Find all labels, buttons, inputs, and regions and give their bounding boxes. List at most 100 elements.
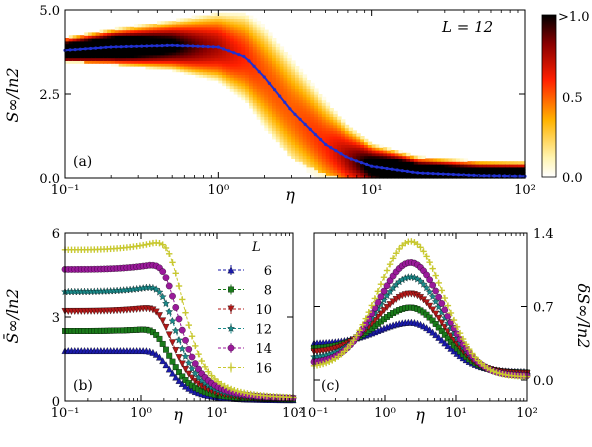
heatmap-cell — [306, 144, 311, 148]
mean-curve-point — [446, 172, 450, 176]
heatmap-cell — [249, 26, 254, 31]
heatmap-cell — [84, 52, 89, 56]
heatmap-cell — [352, 133, 357, 137]
heatmap-cell — [421, 169, 426, 173]
heatmap-cell — [360, 144, 365, 148]
heatmap-cell — [291, 152, 296, 157]
heatmap-cell — [214, 12, 219, 17]
heatmap-cell — [91, 38, 97, 42]
heatmap-cell — [180, 66, 185, 70]
data-point-marker — [198, 357, 205, 365]
heatmap-cell — [218, 49, 223, 53]
heatmap-cell — [318, 150, 323, 154]
heatmap-cell — [295, 91, 300, 95]
heatmap-cell — [249, 38, 254, 42]
data-point-marker — [374, 298, 382, 306]
heatmap-cell — [394, 152, 400, 157]
heatmap-cell — [95, 57, 101, 61]
heatmap-cell — [291, 130, 296, 134]
heatmap-cell — [283, 96, 288, 101]
heatmap-cell — [287, 96, 292, 101]
heatmap-cell — [241, 26, 246, 31]
heatmap-cell — [191, 32, 196, 36]
heatmap-cell — [214, 26, 219, 31]
heatmap-cell — [364, 152, 369, 157]
data-point-marker — [426, 302, 434, 310]
heatmap-cell — [318, 102, 323, 106]
heatmap-cell — [153, 46, 158, 50]
heatmap-cell — [218, 71, 223, 75]
heatmap-cell — [268, 74, 273, 78]
heatmap-cell — [249, 77, 254, 81]
heatmap-cell — [302, 105, 308, 109]
heatmap-cell — [283, 82, 288, 87]
heatmap-cell — [314, 119, 319, 123]
heatmap-cell — [180, 21, 185, 25]
mean-curve-point — [472, 173, 476, 177]
heatmap-cell — [214, 68, 219, 73]
heatmap-cell — [417, 161, 423, 165]
data-point-marker — [408, 238, 415, 245]
heatmap-cell — [264, 68, 269, 73]
heatmap-cell — [180, 40, 185, 45]
heatmap-cell — [141, 26, 147, 31]
heatmap-cell — [482, 169, 488, 173]
data-point-marker — [178, 326, 186, 334]
heatmap-cell — [505, 164, 511, 168]
heatmap-cell — [157, 57, 162, 61]
heatmap-cell — [344, 124, 350, 129]
heatmap-cell — [91, 40, 97, 45]
heatmap-cell — [440, 161, 446, 165]
heatmap-cell — [99, 52, 104, 56]
heatmap-cell — [306, 136, 311, 140]
heatmap-cell — [287, 66, 292, 70]
heatmap-cell — [371, 147, 377, 151]
heatmap-cell — [333, 130, 338, 134]
heatmap-cell — [302, 138, 308, 143]
heatmap-cell — [176, 21, 181, 25]
heatmap-cell — [199, 66, 204, 70]
heatmap-cell — [268, 102, 273, 106]
heatmap-cell — [68, 38, 74, 42]
heatmap-cell — [199, 49, 204, 53]
data-point-marker — [444, 302, 452, 309]
heatmap-cell — [310, 152, 315, 157]
heatmap-cell — [264, 71, 269, 75]
heatmap-cell — [172, 26, 177, 31]
heatmap-cell — [195, 60, 200, 64]
heatmap-cell — [272, 46, 277, 50]
heatmap-cell — [456, 175, 461, 179]
heatmap-cell — [260, 29, 265, 33]
heatmap-cell — [475, 175, 480, 179]
heatmap-cell — [371, 155, 377, 159]
heatmap-cell — [229, 57, 235, 61]
heatmap-cell — [329, 158, 334, 162]
heatmap-cell — [356, 164, 361, 168]
heatmap-cell — [126, 32, 131, 36]
heatmap-cell — [80, 54, 85, 59]
heatmap-cell — [383, 164, 388, 168]
colorbar-tick: >1.0 — [558, 10, 590, 25]
heatmap-cell — [111, 35, 116, 39]
heatmap-cell — [344, 150, 350, 154]
heatmap-cell — [436, 175, 442, 179]
data-point-marker — [172, 373, 180, 381]
heatmap-cell — [103, 29, 108, 33]
heatmap-cell — [283, 124, 288, 129]
heatmap-cell — [233, 63, 239, 67]
heatmap-cell — [325, 116, 331, 120]
heatmap-cell — [76, 35, 81, 39]
mean-curve-point — [380, 166, 384, 170]
heatmap-cell — [295, 74, 300, 78]
heatmap-cell — [168, 63, 173, 67]
heatmap-cell — [249, 54, 254, 59]
heatmap-cell — [268, 66, 273, 70]
heatmap-cell — [241, 91, 246, 95]
heatmap-cell — [226, 40, 231, 45]
data-point-marker — [182, 382, 189, 390]
heatmap-cell — [203, 66, 208, 70]
heatmap-cell — [226, 21, 231, 25]
heatmap-cell — [199, 40, 204, 45]
heatmap-cell — [321, 133, 327, 137]
heatmap-cell — [486, 169, 492, 173]
